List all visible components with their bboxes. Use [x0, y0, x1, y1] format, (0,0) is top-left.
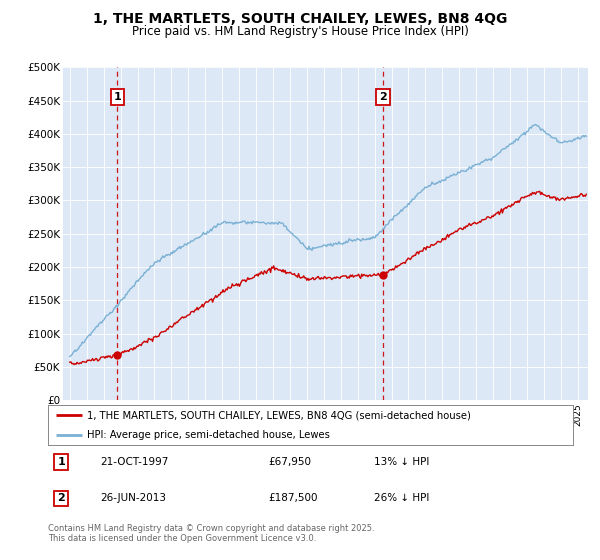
Text: 1, THE MARTLETS, SOUTH CHAILEY, LEWES, BN8 4QG (semi-detached house): 1, THE MARTLETS, SOUTH CHAILEY, LEWES, B…: [88, 410, 471, 421]
Text: 1, THE MARTLETS, SOUTH CHAILEY, LEWES, BN8 4QG: 1, THE MARTLETS, SOUTH CHAILEY, LEWES, B…: [93, 12, 507, 26]
Text: 2: 2: [57, 493, 65, 503]
Text: Contains HM Land Registry data © Crown copyright and database right 2025.
This d: Contains HM Land Registry data © Crown c…: [48, 524, 374, 543]
Text: 2: 2: [379, 92, 387, 102]
Text: 1: 1: [113, 92, 121, 102]
Text: £187,500: £187,500: [269, 493, 318, 503]
Text: 1: 1: [57, 457, 65, 467]
Text: 13% ↓ HPI: 13% ↓ HPI: [373, 457, 429, 467]
Text: Price paid vs. HM Land Registry's House Price Index (HPI): Price paid vs. HM Land Registry's House …: [131, 25, 469, 38]
Text: 21-OCT-1997: 21-OCT-1997: [101, 457, 169, 467]
Text: 26-JUN-2013: 26-JUN-2013: [101, 493, 167, 503]
Text: 26% ↓ HPI: 26% ↓ HPI: [373, 493, 429, 503]
Text: £67,950: £67,950: [269, 457, 311, 467]
Text: HPI: Average price, semi-detached house, Lewes: HPI: Average price, semi-detached house,…: [88, 430, 330, 440]
